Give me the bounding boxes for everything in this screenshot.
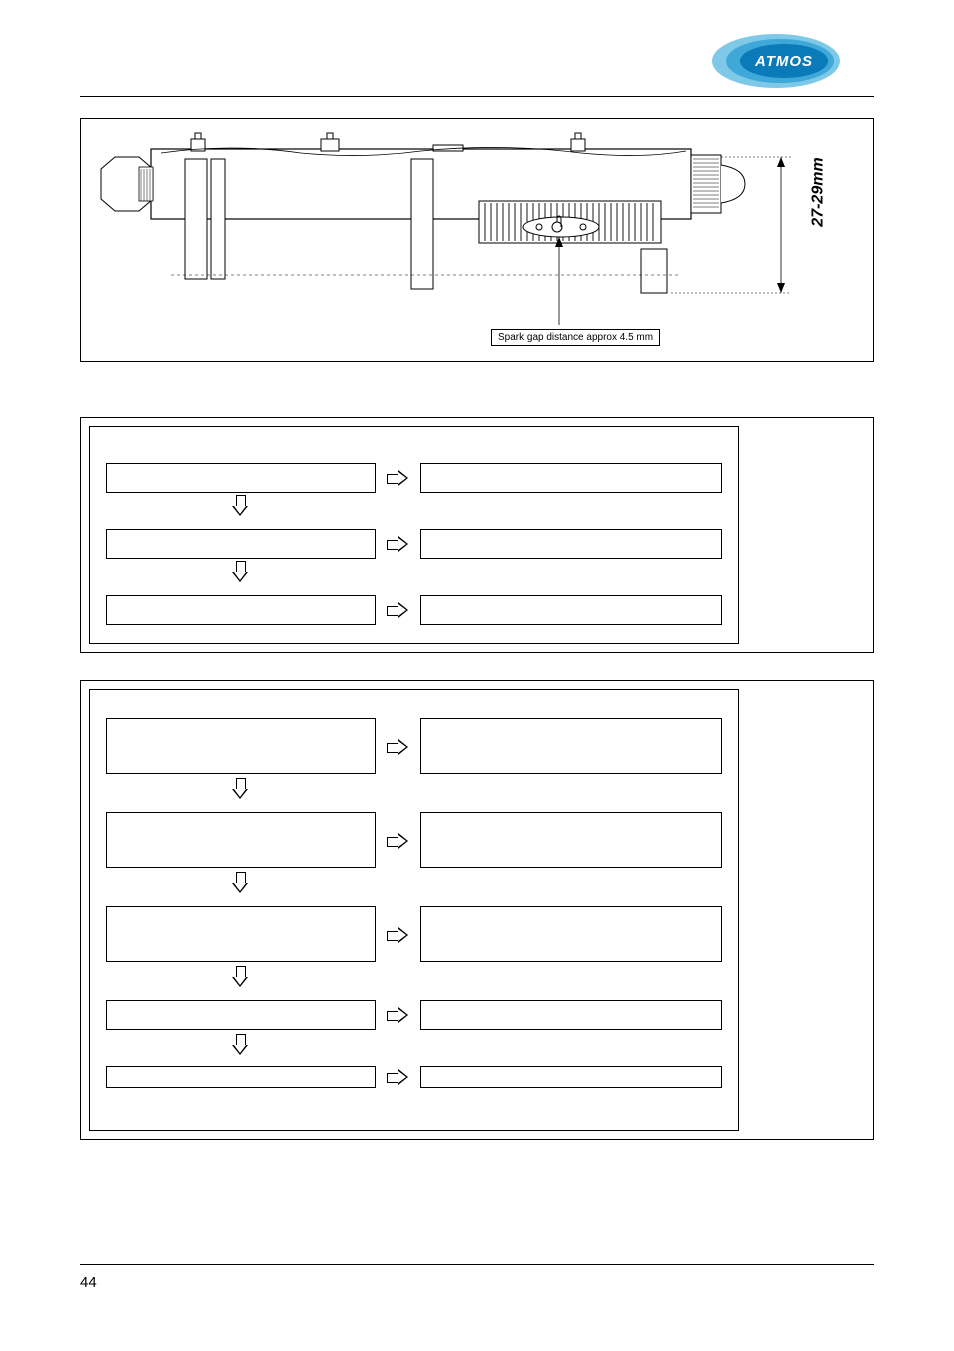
s2-left-1 [106,463,376,493]
arrow-right-icon [376,740,420,754]
s3-right-5 [420,1066,722,1088]
arrow-right-icon [376,603,420,617]
dimension-label: 27-29mm [809,157,827,226]
arrow-right-icon [376,471,420,485]
arrow-down-icon [225,872,255,894]
section2-panel [80,417,874,653]
s3-left-3 [106,906,376,962]
arrow-down-icon [225,561,255,583]
s3-left-1 [106,718,376,774]
section3-frame [89,689,739,1131]
header-divider [80,96,874,97]
s3-left-2 [106,812,376,868]
s3-right-2 [420,812,722,868]
s2-right-1 [420,463,722,493]
section2-frame [89,426,739,644]
arrow-down-icon [225,778,255,800]
s2-right-2 [420,529,722,559]
s3-right-3 [420,906,722,962]
s3-left-4 [106,1000,376,1030]
s3-left-5 [106,1066,376,1088]
page-number: 44 [80,1274,97,1291]
brand-logo: ATMOS [710,32,842,90]
section3-panel [80,680,874,1140]
arrow-right-icon [376,834,420,848]
arrow-down-icon [225,495,255,517]
s3-right-1 [420,718,722,774]
arrow-right-icon [376,537,420,551]
arrow-down-icon [225,1034,255,1056]
arrow-right-icon [376,1008,420,1022]
arrow-right-icon [376,928,420,942]
spark-gap-caption: Spark gap distance approx 4.5 mm [491,329,660,346]
arrow-right-icon [376,1070,420,1084]
footer-divider [80,1264,874,1265]
s2-right-3 [420,595,722,625]
s3-right-4 [420,1000,722,1030]
arrow-down-icon [225,966,255,988]
brand-name: ATMOS [754,53,813,70]
s2-left-2 [106,529,376,559]
burner-figure: Spark gap distance approx 4.5 mm 27-29mm [80,118,874,362]
s2-left-3 [106,595,376,625]
